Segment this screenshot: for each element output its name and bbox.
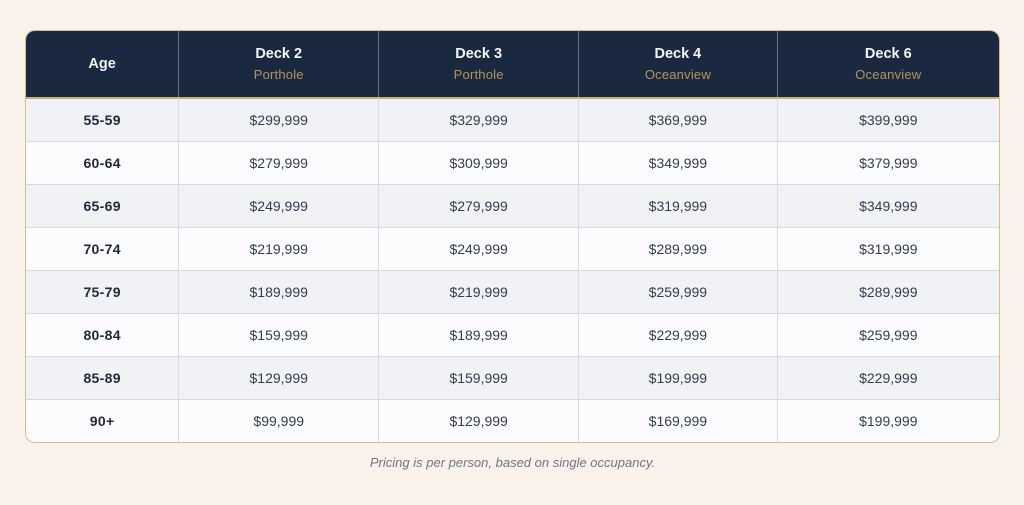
- price-cell: $219,999: [378, 270, 580, 314]
- pricing-table-header: Age Deck 2 Porthole Deck 3 Porthole Deck 4 Oce…: [26, 31, 999, 99]
- age-cell: 65-69: [26, 184, 180, 228]
- price-cell: $379,999: [777, 141, 999, 185]
- price-cell: $309,999: [378, 141, 580, 185]
- pricing-table: Age Deck 2 Porthole Deck 3 Porthole Deck 4 Oce…: [26, 31, 999, 442]
- column-label: Deck 2: [255, 46, 303, 62]
- price-cell: $329,999: [378, 98, 580, 142]
- price-cell: $99,999: [178, 399, 380, 442]
- header-row: Age Deck 2 Porthole Deck 3 Porthole Deck 4 Oce…: [26, 31, 999, 99]
- price-cell: $129,999: [378, 399, 580, 442]
- table-row: 85-89 $129,999 $159,999 $199,999 $229,999: [26, 356, 999, 400]
- price-cell: $399,999: [777, 98, 999, 142]
- price-cell: $219,999: [178, 227, 380, 271]
- age-cell: 60-64: [26, 141, 180, 185]
- price-cell: $349,999: [777, 184, 999, 228]
- price-cell: $319,999: [578, 184, 778, 228]
- price-cell: $169,999: [578, 399, 778, 442]
- table-row: 65-69 $249,999 $279,999 $319,999 $349,999: [26, 184, 999, 228]
- price-cell: $289,999: [578, 227, 778, 271]
- column-header-deck-2: Deck 2 Porthole: [178, 31, 380, 99]
- table-row: 80-84 $159,999 $189,999 $229,999 $259,999: [26, 313, 999, 357]
- price-cell: $349,999: [578, 141, 778, 185]
- price-cell: $289,999: [777, 270, 999, 314]
- price-cell: $189,999: [178, 270, 380, 314]
- column-label: Age: [88, 56, 116, 72]
- table-row: 60-64 $279,999 $309,999 $349,999 $379,999: [26, 141, 999, 185]
- price-cell: $259,999: [578, 270, 778, 314]
- column-sublabel: Oceanview: [855, 67, 922, 82]
- price-cell: $259,999: [777, 313, 999, 357]
- age-cell: 90+: [26, 399, 180, 442]
- price-cell: $199,999: [578, 356, 778, 400]
- price-cell: $129,999: [178, 356, 380, 400]
- price-cell: $199,999: [777, 399, 999, 442]
- price-cell: $279,999: [178, 141, 380, 185]
- price-cell: $159,999: [178, 313, 380, 357]
- pricing-table-card: Age Deck 2 Porthole Deck 3 Porthole Deck 4 Oce…: [25, 30, 1000, 443]
- price-cell: $189,999: [378, 313, 580, 357]
- column-sublabel: Oceanview: [644, 67, 711, 82]
- column-sublabel: Porthole: [453, 67, 504, 82]
- column-header-deck-4: Deck 4 Oceanview: [578, 31, 778, 99]
- pricing-table-body: 55-59 $299,999 $329,999 $369,999 $399,999 60-…: [26, 98, 999, 442]
- price-cell: $319,999: [777, 227, 999, 271]
- column-sublabel: Porthole: [253, 67, 304, 82]
- price-cell: $159,999: [378, 356, 580, 400]
- table-row: 90+ $99,999 $129,999 $169,999 $199,999: [26, 399, 999, 442]
- price-cell: $249,999: [378, 227, 580, 271]
- table-row: 70-74 $219,999 $249,999 $289,999 $319,999: [26, 227, 999, 271]
- column-header-deck-3: Deck 3 Porthole: [378, 31, 580, 99]
- pricing-footnote: Pricing is per person, based on single o…: [369, 455, 656, 470]
- column-label: Deck 4: [654, 46, 702, 62]
- price-cell: $369,999: [578, 98, 778, 142]
- column-label: Deck 6: [864, 46, 912, 62]
- column-label: Deck 3: [455, 46, 503, 62]
- age-cell: 75-79: [26, 270, 180, 314]
- age-cell: 85-89: [26, 356, 180, 400]
- price-cell: $249,999: [178, 184, 380, 228]
- column-header-age: Age: [26, 31, 180, 99]
- age-cell: 55-59: [26, 98, 180, 142]
- price-cell: $229,999: [578, 313, 778, 357]
- age-cell: 70-74: [26, 227, 180, 271]
- price-cell: $279,999: [378, 184, 580, 228]
- price-cell: $299,999: [178, 98, 380, 142]
- column-header-deck-6: Deck 6 Oceanview: [777, 31, 999, 99]
- age-cell: 80-84: [26, 313, 180, 357]
- price-cell: $229,999: [777, 356, 999, 400]
- table-row: 55-59 $299,999 $329,999 $369,999 $399,999: [26, 98, 999, 142]
- table-row: 75-79 $189,999 $219,999 $259,999 $289,999: [26, 270, 999, 314]
